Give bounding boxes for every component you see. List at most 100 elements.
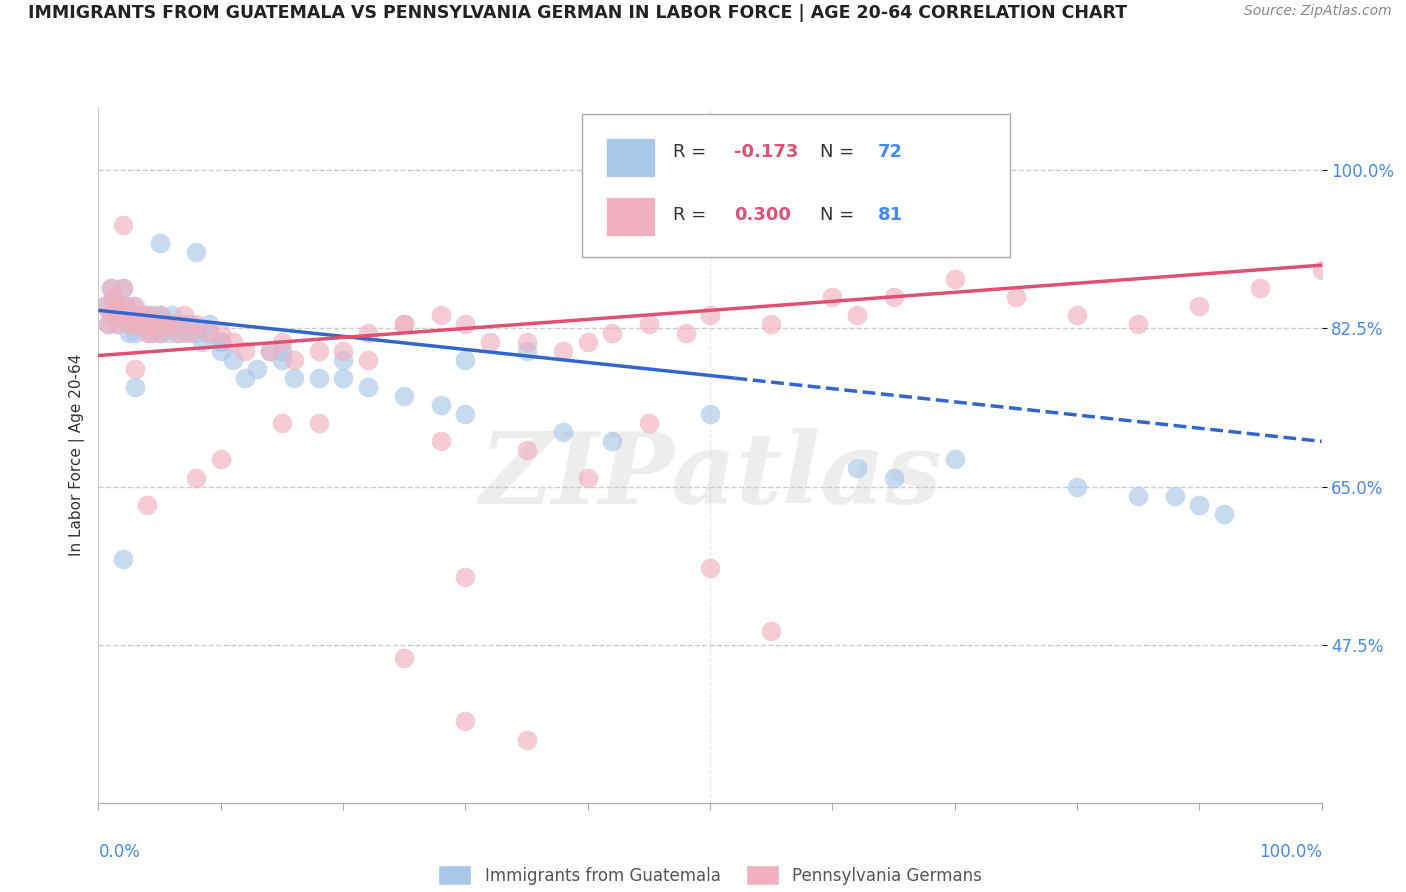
Point xyxy=(209,334,232,349)
Point xyxy=(163,317,186,331)
Point xyxy=(553,344,575,359)
Point xyxy=(139,326,162,340)
Point xyxy=(186,470,208,484)
Point xyxy=(105,317,128,331)
Text: Source: ZipAtlas.com: Source: ZipAtlas.com xyxy=(1244,4,1392,19)
Point xyxy=(105,317,128,331)
Point xyxy=(134,317,156,331)
Point xyxy=(270,417,294,431)
Point xyxy=(149,308,172,322)
Point xyxy=(127,317,149,331)
Point xyxy=(129,308,152,322)
Point xyxy=(209,344,232,359)
Point xyxy=(105,299,128,313)
Point xyxy=(127,317,149,331)
Point xyxy=(699,561,721,575)
Text: 0.300: 0.300 xyxy=(734,206,792,224)
Point xyxy=(821,290,844,304)
Point xyxy=(110,308,132,322)
Text: R =: R = xyxy=(673,144,713,161)
Point xyxy=(1066,308,1088,322)
Point xyxy=(270,334,294,349)
Point xyxy=(308,344,330,359)
FancyBboxPatch shape xyxy=(606,197,655,235)
Point xyxy=(142,326,165,340)
Point xyxy=(356,380,378,394)
Point xyxy=(173,308,195,322)
Point xyxy=(121,308,143,322)
Legend: Immigrants from Guatemala, Pennsylvania Germans: Immigrants from Guatemala, Pennsylvania … xyxy=(432,858,988,892)
Point xyxy=(308,371,330,385)
Point xyxy=(139,317,162,331)
Point xyxy=(111,218,134,232)
Point xyxy=(392,317,416,331)
Point xyxy=(97,317,120,331)
Point xyxy=(246,362,269,376)
Point xyxy=(845,308,868,322)
Point xyxy=(1128,489,1150,503)
Point xyxy=(1212,507,1234,521)
Point xyxy=(430,434,453,449)
Point xyxy=(454,714,477,729)
Point xyxy=(1066,479,1088,493)
Point xyxy=(111,308,134,322)
Point xyxy=(553,425,575,440)
Point xyxy=(179,326,201,340)
Point xyxy=(209,334,232,349)
Point xyxy=(637,317,661,331)
Point xyxy=(515,732,537,747)
Point xyxy=(124,380,146,394)
Point xyxy=(356,326,378,340)
Point xyxy=(160,317,183,331)
Point xyxy=(576,334,599,349)
Text: IMMIGRANTS FROM GUATEMALA VS PENNSYLVANIA GERMAN IN LABOR FORCE | AGE 20-64 CORR: IMMIGRANTS FROM GUATEMALA VS PENNSYLVANI… xyxy=(28,4,1128,22)
Point xyxy=(136,326,159,340)
Point xyxy=(392,389,416,403)
Text: 72: 72 xyxy=(877,144,903,161)
Point xyxy=(270,344,294,359)
Point xyxy=(1188,498,1211,512)
Point xyxy=(100,308,122,322)
Point xyxy=(270,353,294,368)
Point xyxy=(283,371,305,385)
Point xyxy=(136,308,159,322)
Point xyxy=(515,334,537,349)
Point xyxy=(761,317,783,331)
Point xyxy=(600,326,623,340)
Point xyxy=(111,551,134,566)
Point xyxy=(111,281,134,295)
Point xyxy=(430,398,453,412)
Point xyxy=(114,299,136,313)
Point xyxy=(149,326,172,340)
Point xyxy=(515,443,537,458)
Point xyxy=(186,317,208,331)
Point xyxy=(675,326,697,340)
Text: ZIPatlas: ZIPatlas xyxy=(479,427,941,524)
Text: 100.0%: 100.0% xyxy=(1258,843,1322,861)
Point xyxy=(1188,299,1211,313)
Point xyxy=(124,317,146,331)
Point xyxy=(110,308,132,322)
Point xyxy=(124,299,146,313)
Point xyxy=(1128,317,1150,331)
Point xyxy=(233,344,256,359)
Point xyxy=(111,281,134,295)
Point xyxy=(160,308,183,322)
Point xyxy=(146,317,169,331)
Point xyxy=(155,317,177,331)
Point xyxy=(356,353,378,368)
Point xyxy=(943,452,966,467)
Point xyxy=(176,326,198,340)
Text: -0.173: -0.173 xyxy=(734,144,799,161)
Point xyxy=(118,308,141,322)
Point xyxy=(392,317,416,331)
FancyBboxPatch shape xyxy=(582,114,1010,257)
Point xyxy=(93,299,115,313)
Point xyxy=(118,317,141,331)
Point xyxy=(167,326,190,340)
Point xyxy=(100,281,122,295)
Text: 81: 81 xyxy=(877,206,903,224)
Point xyxy=(454,407,477,421)
Point xyxy=(136,317,159,331)
Point xyxy=(157,326,180,340)
